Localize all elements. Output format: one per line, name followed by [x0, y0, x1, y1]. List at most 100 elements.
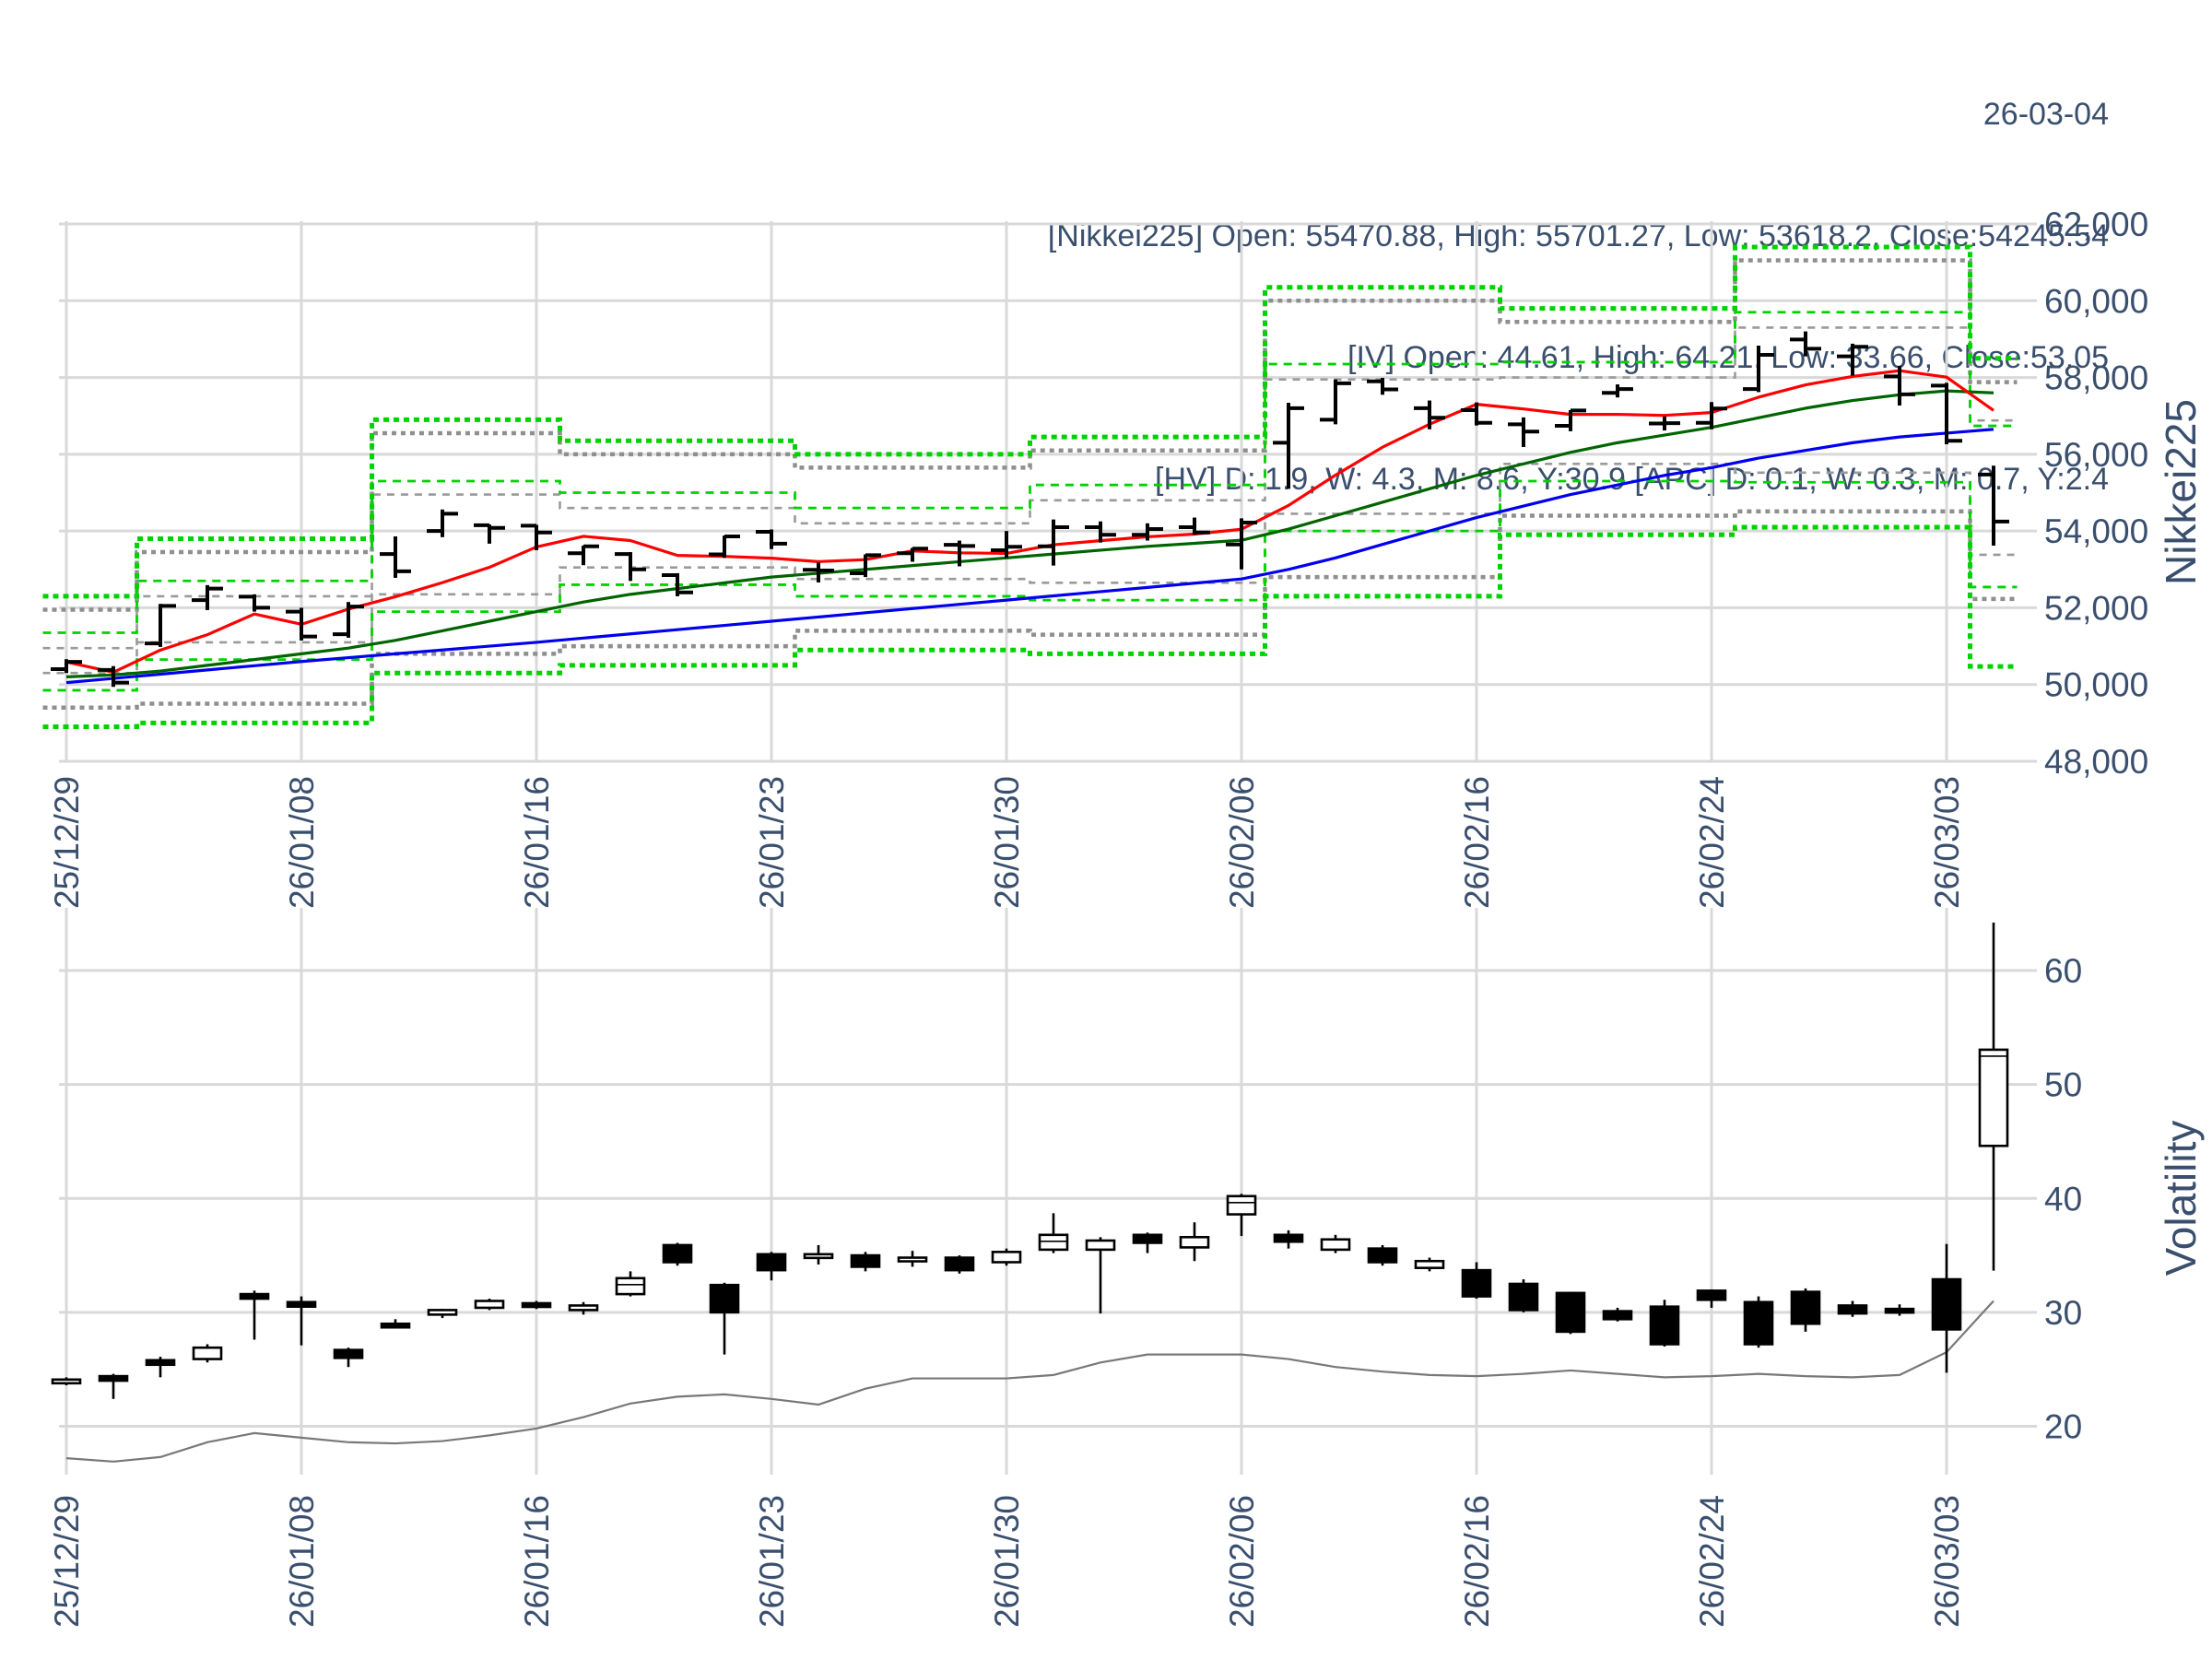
tick-label: 48,000 — [2044, 743, 2148, 781]
ohlc-bar — [427, 509, 458, 537]
tick-label: 26/01/08 — [283, 776, 321, 909]
iv-candle-up — [1320, 1234, 1351, 1253]
band-gray-level3 — [42, 509, 2018, 710]
ohlc-bar — [1085, 521, 1116, 543]
tick-label: 26/01/08 — [283, 1495, 321, 1628]
axis-tick-labels: 62,000 60,000 58,000 56,000 54,000 52,000 50,0… — [48, 206, 2148, 1628]
iv-candle-down — [333, 1347, 364, 1368]
iv-candle-up — [1085, 1237, 1116, 1314]
tick-label: 26/02/24 — [1693, 776, 1731, 909]
tick-label: 30 — [2044, 1294, 2082, 1332]
ohlc-bar — [380, 535, 411, 578]
ohlc-bar — [145, 604, 176, 647]
tick-label: 25/12/29 — [48, 1495, 86, 1628]
iv-candle-up — [1226, 1194, 1257, 1237]
iv-candle-up — [803, 1244, 834, 1265]
tick-label: 26/02/06 — [1223, 1495, 1261, 1628]
ohlc-bar — [1649, 416, 1680, 431]
iv-candle-down — [1273, 1230, 1304, 1249]
band-gray-level2 — [42, 462, 2018, 675]
ohlc-bar — [1179, 517, 1210, 535]
band-green-level3 — [42, 524, 2018, 730]
ohlc-bar — [709, 534, 740, 559]
iv-candle-up — [1414, 1257, 1445, 1272]
ohlc-bar — [803, 562, 834, 582]
ohlc-bar — [1790, 331, 1821, 357]
tick-label: 26/03/03 — [1928, 776, 1966, 909]
iv-candle-down — [1884, 1304, 1915, 1316]
ohlc-bar — [1367, 377, 1398, 395]
iv-candle-down — [709, 1282, 740, 1355]
iv-candle-down — [98, 1373, 129, 1399]
ohlc-bar — [1743, 346, 1774, 393]
ohlc-bar — [474, 523, 505, 544]
iv-candle-down — [756, 1252, 787, 1281]
band-green-level1 — [42, 311, 2018, 634]
tick-label: 20 — [2044, 1408, 2082, 1446]
ohlc-bar — [1132, 523, 1163, 541]
ohlc-bar — [850, 553, 881, 578]
iv-candle-down — [521, 1300, 552, 1310]
iv-candle-down — [662, 1242, 693, 1266]
ohlc-bar — [568, 544, 599, 566]
iv-candle-up — [51, 1377, 82, 1385]
ohlc-bar — [1461, 402, 1492, 426]
tick-label: 26/02/16 — [1458, 1495, 1496, 1628]
tick-label: 60 — [2044, 952, 2082, 990]
ohlc-bar — [1837, 343, 1868, 376]
tick-label: 50 — [2044, 1066, 2082, 1104]
ohlc-bar — [897, 547, 928, 562]
ohlc-bar — [662, 572, 693, 596]
ohlc-bar — [51, 659, 82, 674]
ohlc-bar — [1508, 417, 1539, 447]
projection-bands — [42, 244, 2018, 730]
tick-label: 26/02/06 — [1223, 776, 1261, 909]
iv-candle-down — [1132, 1232, 1163, 1253]
iv-candle-up — [1978, 922, 2009, 1271]
iv-candle-down — [1508, 1279, 1539, 1312]
iv-candle-down — [1696, 1289, 1727, 1308]
ohlc-bar — [1602, 384, 1633, 398]
tick-label: 52,000 — [2044, 589, 2148, 627]
iv-candle-up — [192, 1344, 223, 1363]
tick-label: 26/02/16 — [1458, 776, 1496, 909]
ohlc-bar — [756, 529, 787, 549]
ohlc-bar — [944, 540, 975, 567]
tick-label: 25/12/29 — [48, 776, 86, 909]
ohlc-bar — [98, 665, 129, 688]
tick-label: 62,000 — [2044, 206, 2148, 243]
axis-titles: Nikkei225 Volatility — [2157, 399, 2205, 1276]
iv-candle-down — [1649, 1300, 1680, 1347]
price-ohlc-bars — [51, 331, 2009, 688]
ohlc-bar — [1414, 400, 1445, 429]
ohlc-bar — [1555, 408, 1586, 431]
header-iv-ohlc: [IV] Open: 44.61, High: 64.21, Low: 33.6… — [1347, 340, 2109, 375]
iv-candle-up — [1038, 1213, 1069, 1253]
iv-candle-up — [615, 1271, 646, 1297]
tick-label: 40 — [2044, 1180, 2082, 1218]
price-axis-title: Nikkei225 — [2157, 399, 2205, 585]
iv-candle-down — [380, 1319, 411, 1329]
iv-candle-up — [568, 1301, 599, 1315]
ohlc-bar — [1273, 403, 1304, 489]
iv-candle-down — [850, 1252, 881, 1272]
iv-candle-down — [1837, 1300, 1868, 1317]
iv-candle-down — [1555, 1291, 1586, 1335]
iv-candle-down — [145, 1357, 176, 1378]
ohlc-bar — [991, 531, 1022, 559]
ohlc-bar — [333, 602, 364, 638]
tick-label: 26/01/30 — [988, 1495, 1026, 1628]
tick-label: 26/03/03 — [1928, 1495, 1966, 1628]
ma-long-red — [65, 428, 1994, 685]
tick-label: 26/02/24 — [1693, 1495, 1731, 1628]
tick-label: 58,000 — [2044, 359, 2148, 397]
tick-label: 54,000 — [2044, 512, 2148, 550]
hv-polyline — [65, 1300, 1994, 1463]
gridlines — [59, 221, 2037, 1475]
tick-label: 26/01/23 — [753, 776, 791, 909]
ohlc-bar — [1038, 519, 1069, 566]
ohlc-bar — [1931, 382, 1962, 445]
ohlc-bar — [286, 607, 317, 641]
iv-candle-up — [474, 1299, 505, 1311]
iv-candle-down — [286, 1296, 317, 1346]
